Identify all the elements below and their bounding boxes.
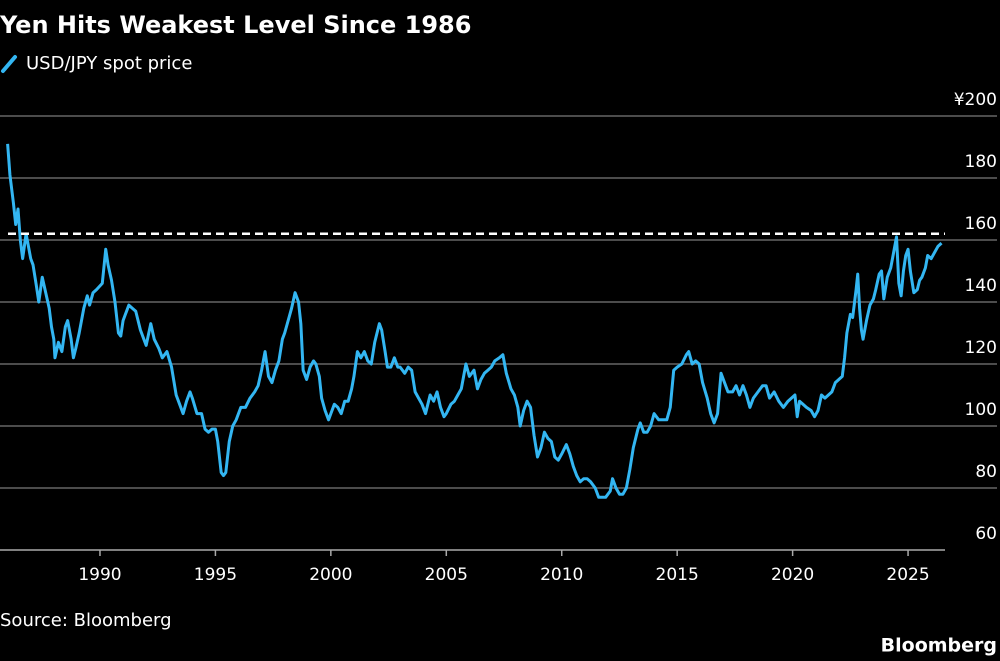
- brand: Bloomberg: [881, 635, 997, 657]
- x-tick-label: 2015: [656, 565, 699, 585]
- y-tick-label: 60: [975, 524, 997, 544]
- legend-swatch: [1, 55, 17, 73]
- legend-label: USD/JPY spot price: [26, 53, 192, 74]
- plot: ¥200 180 160 140 120 100 80 60 1990 1995 2000 2005 2…: [0, 90, 997, 585]
- x-tick-label: 1995: [194, 565, 237, 585]
- x-tick-label: 2025: [886, 565, 929, 585]
- x-tick-label: 2000: [309, 565, 352, 585]
- y-tick-label: 160: [965, 214, 997, 234]
- x-tick-label: 2010: [540, 565, 583, 585]
- y-tick-label: 100: [965, 400, 997, 420]
- source: Source: Bloomberg: [0, 610, 172, 631]
- y-tick-label: 120: [965, 338, 997, 358]
- x-tick-label: 2020: [771, 565, 814, 585]
- y-tick-label: 140: [965, 276, 997, 296]
- y-tick-label: 80: [975, 462, 997, 482]
- series-line: [6, 143, 943, 499]
- y-tick-label: ¥200: [954, 90, 997, 110]
- y-tick-label: 180: [965, 152, 997, 172]
- x-tick-label: 2005: [425, 565, 468, 585]
- x-tick-label: 1990: [78, 565, 121, 585]
- chart-title: Yen Hits Weakest Level Since 1986: [0, 11, 471, 39]
